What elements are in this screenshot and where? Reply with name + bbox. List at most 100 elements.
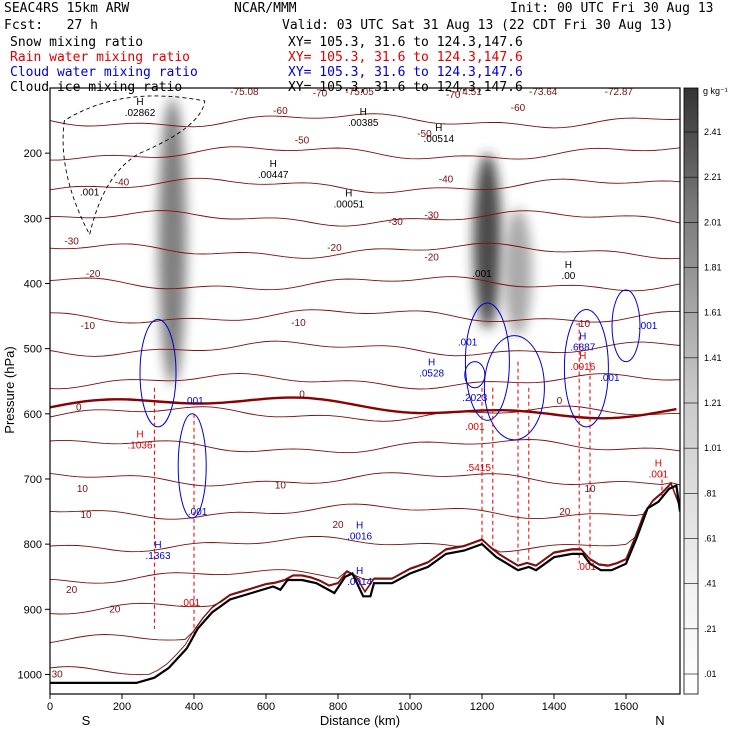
isotherm-label: 20 (109, 605, 121, 616)
x-tick-label: 1600 (614, 701, 638, 713)
contour-label: .5415 (466, 463, 491, 474)
cloud-water-contour (139, 318, 177, 428)
high-marker-value: .00051 (334, 199, 365, 210)
model-title: SEAC4RS 15km ARW (4, 1, 130, 16)
colorbar-tick-label: .61 (704, 534, 717, 544)
x-axis-title: Distance (km) (320, 713, 400, 728)
legend-rain-label: Rain water mixing ratio (10, 50, 191, 65)
x-tick-label: 0 (47, 701, 53, 713)
isotherm-label: 10 (275, 481, 287, 492)
x-tick-label: 1000 (398, 701, 422, 713)
y-tick-label: 400 (24, 278, 42, 290)
legend-rain-xy: XY= 105.3, 31.6 to 124.3,147.6 (288, 50, 523, 65)
contour-label: .001 (80, 188, 100, 199)
high-marker-value: .1363 (145, 551, 170, 562)
y-tick-label: 300 (24, 213, 42, 225)
isotherm-line (50, 309, 680, 324)
legend-snow-xy: XY= 105.3, 31.6 to 124.3,147.6 (288, 35, 523, 50)
isotherm-label: 10 (584, 484, 596, 495)
high-marker-h: H (136, 429, 143, 440)
y-axis-title: Pressure (hPa) (2, 346, 17, 433)
isotherm-line (50, 210, 680, 227)
isotherm-line (50, 439, 680, 454)
isotherm-label: -20 (424, 253, 439, 264)
isotherm-line (50, 372, 680, 390)
high-marker-value: .0016 (347, 532, 372, 543)
high-marker-value: .02862 (125, 108, 156, 119)
isotherm-line (50, 177, 680, 194)
legend-snow-label: Snow mixing ratio (10, 35, 144, 50)
south-end-label: S (82, 713, 91, 728)
isotherm-line (50, 472, 680, 487)
zero-isotherm-line (50, 396, 677, 420)
isotherm-label: 20 (66, 585, 78, 596)
high-marker-value: .00447 (258, 170, 289, 181)
contour-label: .001 (458, 337, 478, 348)
cloud-ice-contour (62, 95, 206, 236)
colorbar-tick-label: .41 (704, 579, 717, 589)
x-tick-label: 600 (257, 701, 275, 713)
snow-plume (504, 208, 532, 336)
snow-plume (158, 97, 187, 385)
isotherm-line (50, 113, 680, 129)
y-tick-label: 700 (24, 474, 42, 486)
isotherm-label: -60 (273, 106, 288, 117)
high-marker-h: H (154, 540, 161, 551)
isotherm-label: 30 (52, 670, 64, 681)
high-marker-h: H (428, 358, 435, 369)
high-marker-value: .1036 (127, 440, 152, 451)
isotherm-label: 10 (77, 484, 89, 495)
isotherm-label: -60 (511, 103, 526, 114)
north-end-label: N (655, 713, 664, 728)
contour-label: .001 (181, 598, 201, 609)
cloud-water-contour (177, 413, 207, 519)
top-temperature-value: -75.05 (345, 87, 374, 98)
y-tick-label: 200 (24, 148, 42, 160)
colorbar-tick-label: .81 (704, 488, 717, 498)
cloud-water-contour (563, 309, 609, 428)
high-marker-value: .001 (649, 470, 669, 481)
valid-time: Valid: 03 UTC Sat 31 Aug 13 (22 CDT Fri … (282, 18, 674, 33)
contour-label: .001 (184, 396, 204, 407)
isotherm-line (50, 242, 680, 260)
high-marker-h: H (360, 107, 367, 118)
isotherm-label: -70 (313, 88, 328, 99)
high-marker-h: H (270, 159, 277, 170)
high-marker-value: .00 (561, 271, 575, 282)
isotherm-label: 0 (557, 396, 563, 407)
isotherm-line (50, 340, 680, 357)
isotherm-line (50, 483, 680, 615)
isotherm-label: -20 (86, 269, 101, 280)
isotherm-label: -30 (64, 236, 79, 247)
colorbar-tick-label: 1.81 (704, 263, 722, 273)
contour-label: .001 (600, 373, 620, 384)
isotherm-label: 0 (299, 390, 305, 401)
colorbar-tick-label: 2.01 (704, 217, 722, 227)
y-tick-label: 800 (24, 539, 42, 551)
isotherm-label: 0 (76, 403, 82, 414)
colorbar-tick-label: 1.61 (704, 308, 722, 318)
high-marker-h: H (655, 459, 662, 470)
cloud-water-contour (464, 302, 510, 421)
cloud-water-contour (483, 335, 545, 441)
high-marker-h: H (136, 97, 143, 108)
isotherm-label: -30 (424, 210, 439, 221)
contour-label: .001 (472, 269, 492, 280)
colorbar-tick-label: .01 (704, 669, 717, 679)
x-tick-label: 800 (329, 701, 347, 713)
legend-cloudwater-xy: XY= 105.3, 31.6 to 124.3,147.6 (288, 65, 523, 80)
colorbar-tick-label: 1.01 (704, 443, 722, 453)
x-tick-label: 200 (113, 701, 131, 713)
init-time: Init: 00 UTC Fri 30 Aug 13 (510, 1, 714, 16)
isotherm-label: -30 (388, 217, 403, 228)
isotherm-line (50, 146, 680, 161)
high-marker-value: .0528 (419, 369, 444, 380)
isotherm-label: 20 (559, 507, 571, 518)
isotherm-line (50, 483, 680, 520)
colorbar (683, 87, 699, 695)
isotherm-label: -10 (576, 319, 591, 330)
terrain-profile (50, 483, 680, 684)
y-tick-label: 500 (24, 344, 42, 356)
high-marker-value: .0014 (347, 577, 372, 588)
